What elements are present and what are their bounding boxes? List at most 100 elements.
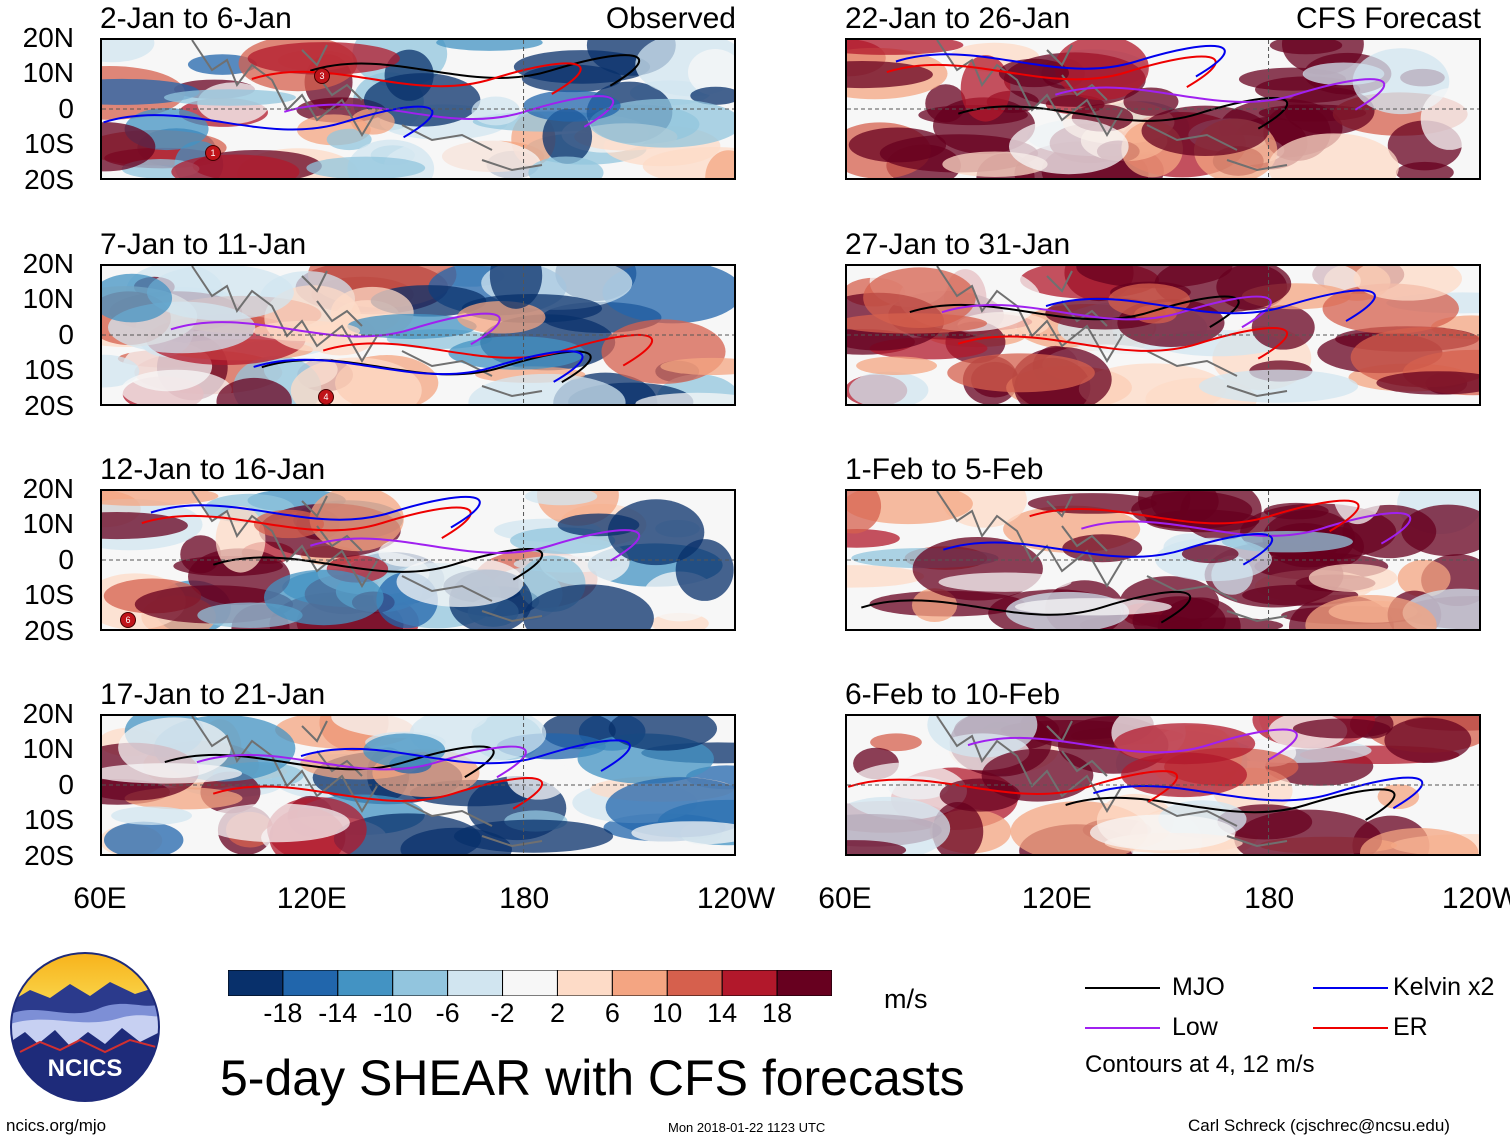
coastline	[936, 490, 1288, 623]
colorbar-tick-label: 14	[707, 998, 738, 1028]
panel-title: 1-Feb to 5-Feb	[845, 453, 1044, 486]
lon-label: 180	[1244, 882, 1295, 915]
lat-label: 20S	[24, 164, 74, 195]
map-panel-left-0	[33, 14, 785, 205]
colorbar-swatch	[666, 969, 723, 997]
contour-line	[141, 506, 472, 539]
storm-marker: 6	[120, 612, 136, 628]
ncics-logo-text: NCICS	[48, 1055, 123, 1082]
lon-label: 120E	[276, 882, 347, 915]
colorbar-tick-label: 2	[549, 998, 565, 1028]
contour-line	[886, 55, 1217, 88]
contour-line	[196, 745, 527, 779]
footer-url[interactable]: ncics.org/mjo	[6, 1116, 107, 1135]
lat-label: 0	[58, 93, 74, 124]
colorbar-tick-label: 18	[762, 998, 793, 1028]
lat-label: 10N	[22, 733, 74, 764]
lat-label: 10N	[22, 508, 74, 539]
lat-label: 0	[58, 319, 74, 350]
contour-line	[1081, 512, 1412, 545]
shear-map	[791, 13, 1479, 206]
legend-label-low: Low	[1172, 1013, 1218, 1041]
lat-label: 0	[58, 769, 74, 800]
colorbar-tick-label: 10	[652, 998, 683, 1028]
colorbar-swatch	[721, 969, 778, 997]
lat-label: 20S	[24, 615, 74, 646]
panel-title: 7-Jan to 11-Jan	[100, 228, 307, 261]
lat-label: 20N	[22, 473, 74, 504]
contour-line	[310, 529, 641, 562]
lon-label: 120W	[1441, 882, 1510, 915]
colorbar-swatches	[227, 969, 833, 997]
lon-label: 60E	[818, 882, 872, 915]
colorbar-swatch	[392, 969, 449, 997]
shear-map	[33, 14, 785, 205]
contour-line	[283, 95, 615, 128]
legend: MJO Kelvin x2 Low ER Contours at 4, 12 m…	[1085, 970, 1505, 1080]
map-panel-right-2	[777, 462, 1510, 659]
colorbar-swatch	[227, 969, 284, 997]
coastline	[936, 39, 1288, 172]
legend-label-er: ER	[1393, 1013, 1428, 1041]
colorbar-swatch	[337, 969, 394, 997]
shear-map	[810, 244, 1510, 421]
storm-marker: 1	[205, 145, 221, 161]
legend-label-kelvin: Kelvin x2	[1393, 973, 1495, 1001]
lon-label: 120W	[696, 882, 776, 915]
ncics-logo: NCICS	[10, 952, 160, 1102]
contour-line	[300, 739, 631, 772]
map-panel-left-2	[46, 464, 736, 657]
colorbar-swatch	[556, 969, 613, 997]
colorbar-tick-label: -6	[435, 998, 460, 1028]
panel-title: 27-Jan to 31-Jan	[845, 228, 1071, 261]
lat-label: 10S	[24, 579, 74, 610]
colorbar-tick-label: -18	[263, 998, 303, 1028]
contour-line	[942, 533, 1274, 566]
contour-line	[213, 548, 544, 581]
shear-map	[46, 464, 734, 657]
lon-label: 180	[499, 882, 550, 915]
contour-line	[1029, 499, 1360, 533]
contour-line	[170, 312, 501, 346]
legend-line-low	[1085, 1027, 1160, 1029]
panel-title: 22-Jan to 26-Jan	[845, 2, 1071, 35]
contour-line	[1045, 289, 1376, 322]
contour-line	[967, 728, 1298, 761]
contour-line	[941, 295, 1272, 329]
map-panel-left-1	[52, 241, 763, 435]
colorbar-units: m/s	[884, 984, 928, 1014]
contour-line	[253, 350, 584, 383]
lat-label: 20N	[22, 248, 74, 279]
colorbar-swatch	[776, 969, 833, 997]
shear-map	[52, 241, 763, 435]
legend-line-kelvin	[1313, 987, 1388, 989]
contour-line	[309, 54, 641, 87]
lat-label: 20N	[22, 698, 74, 729]
figure-title: 5-day SHEAR with CFS forecasts	[220, 1050, 965, 1106]
contour-note: Contours at 4, 12 m/s	[1085, 1051, 1315, 1078]
shear-map	[798, 688, 1510, 878]
panel-title: 6-Feb to 10-Feb	[845, 678, 1061, 711]
colorbar-swatch	[447, 969, 504, 997]
shear-map	[777, 462, 1510, 659]
map-panel-right-0	[791, 13, 1481, 206]
lat-label: 10S	[24, 128, 74, 159]
colorbar-swatch	[502, 969, 558, 997]
colorbar-tick-label: -2	[490, 998, 515, 1028]
lon-label: 120E	[1021, 882, 1092, 915]
map-panel-left-3	[65, 694, 799, 871]
lon-label: 60E	[73, 882, 127, 915]
coastline	[191, 39, 543, 172]
legend-label-mjo: MJO	[1172, 973, 1225, 1001]
lat-label: 10N	[22, 283, 74, 314]
panel-source-label: Observed	[605, 2, 736, 35]
lat-label: 10S	[24, 804, 74, 835]
lat-label: 20S	[24, 390, 74, 421]
storm-marker: 4	[318, 389, 334, 405]
contour-line	[895, 44, 1226, 78]
lat-label: 20S	[24, 840, 74, 871]
contour-line	[958, 97, 1289, 130]
coastline	[191, 490, 543, 623]
contour-line	[847, 770, 1178, 803]
panel-title: 2-Jan to 6-Jan	[100, 2, 292, 35]
